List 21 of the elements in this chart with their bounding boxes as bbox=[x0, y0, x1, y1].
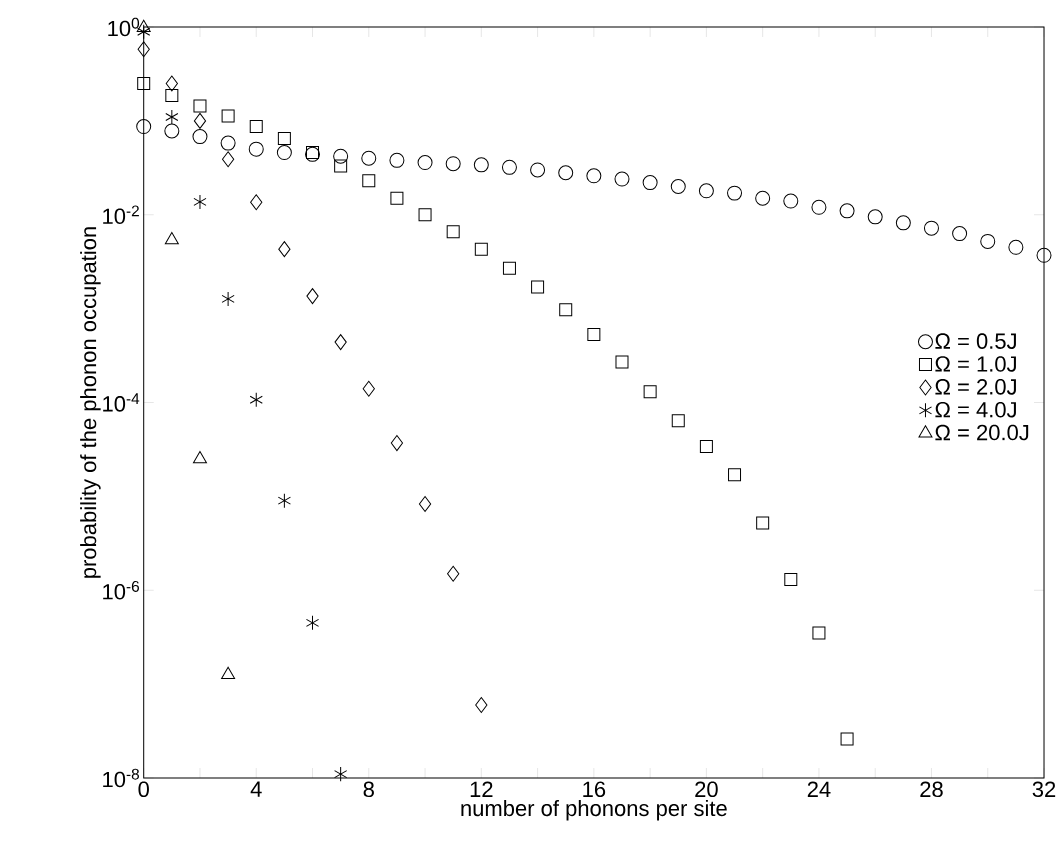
y-tick-label: 10$^{-8}$ bbox=[103, 768, 139, 788]
x-tick-label: 0 bbox=[138, 781, 149, 798]
legend-label: Ω = 1.0J bbox=[935, 356, 1016, 372]
legend-label: Ω = 4.0J bbox=[935, 401, 1016, 418]
x-tick-label: 20 bbox=[695, 781, 718, 798]
x-tick-label: 8 bbox=[363, 781, 374, 798]
legend-label: Ω = 0.5J bbox=[935, 333, 1016, 349]
x-tick-label: 28 bbox=[920, 781, 943, 798]
y-axis-title: probability of the phonon occupation bbox=[80, 227, 101, 578]
x-tick-label: 32 bbox=[1032, 781, 1056, 798]
x-tick-label: 12 bbox=[470, 781, 493, 797]
y-tick-label: 10$^{0}$ bbox=[108, 17, 140, 37]
y-tick-label: 10$^{-4}$ bbox=[103, 393, 140, 412]
x-axis-title: number of phonons per site bbox=[461, 799, 727, 821]
x-tick-label: 24 bbox=[807, 781, 831, 797]
legend-label: Ω = 2.0J bbox=[935, 379, 1016, 395]
y-tick-label: 10$^{-6}$ bbox=[103, 581, 139, 600]
x-tick-label: 4 bbox=[250, 781, 262, 797]
y-tick-label: 10$^{-2}$ bbox=[103, 205, 139, 225]
x-tick-label: 16 bbox=[583, 781, 606, 798]
legend-label: Ω = 20.0J bbox=[935, 424, 1029, 441]
